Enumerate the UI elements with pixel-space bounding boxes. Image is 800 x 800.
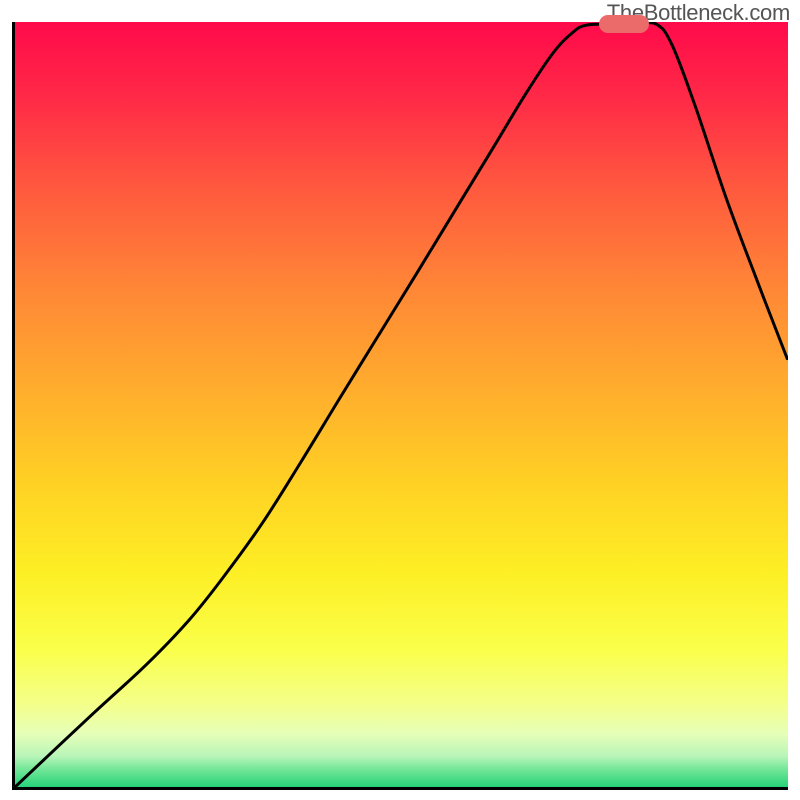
optimal-marker — [599, 15, 649, 33]
chart-plot-area — [12, 22, 788, 790]
chart-curve — [15, 22, 788, 787]
